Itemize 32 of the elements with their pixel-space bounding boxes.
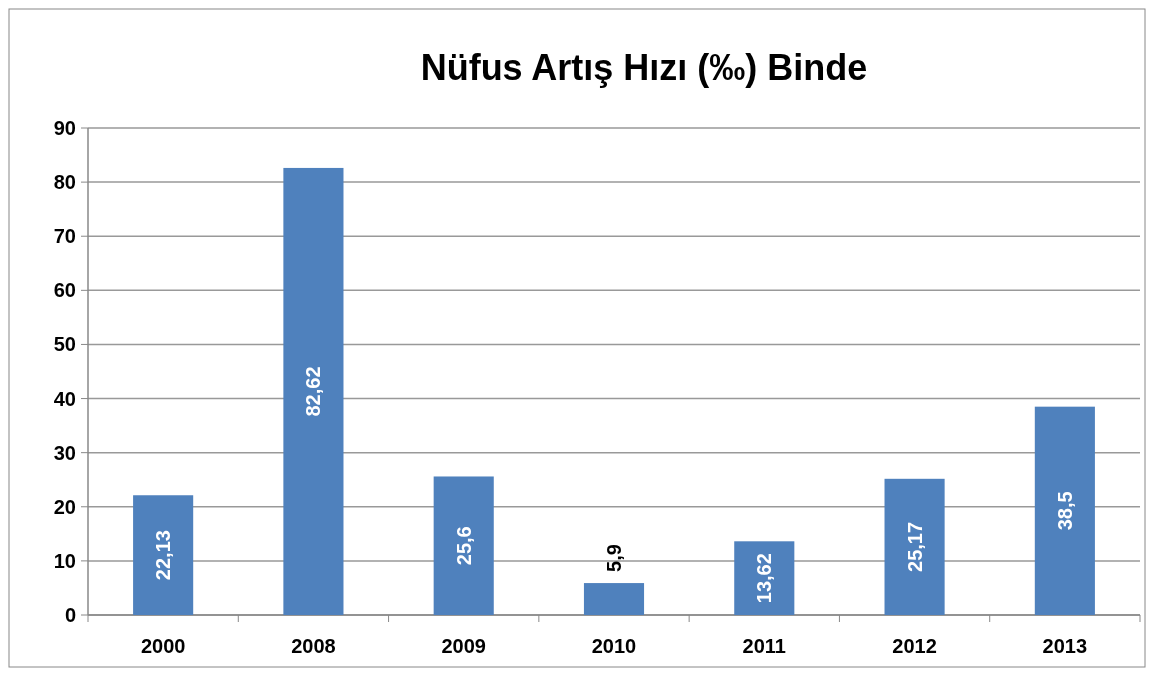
bar — [734, 541, 795, 615]
data-label: 25,6 — [452, 526, 475, 566]
bar — [283, 167, 344, 615]
y-tick-label: 40 — [53, 387, 76, 410]
y-tick-label: 20 — [53, 495, 76, 518]
x-tick-label: 2012 — [892, 635, 937, 657]
y-tick-label: 30 — [53, 441, 76, 464]
x-tick-label: 2011 — [742, 635, 786, 657]
y-tick-label: 0 — [64, 604, 76, 626]
data-label: 13,62 — [753, 553, 776, 604]
y-tick-label: 60 — [53, 279, 76, 302]
y-tick-label: 70 — [53, 225, 76, 248]
x-tick-label: 2008 — [291, 635, 336, 657]
x-tick-label: 2013 — [1042, 635, 1088, 657]
bar — [884, 478, 945, 615]
x-tick-label: 2009 — [441, 635, 486, 657]
bar — [433, 476, 494, 615]
y-tick-label: 80 — [53, 171, 76, 194]
chart-title: Nüfus Artış Hızı (‰) Binde — [420, 47, 868, 88]
x-tick-label: 2000 — [140, 635, 186, 657]
bar — [133, 495, 194, 615]
y-tick-label: 10 — [53, 549, 76, 572]
y-tick-label: 50 — [53, 333, 76, 356]
y-tick-label: 90 — [53, 117, 76, 139]
data-label: 38,5 — [1053, 491, 1076, 531]
data-label: 5,9 — [603, 544, 625, 572]
x-tick-label: 2010 — [591, 635, 637, 657]
data-label: 22,13 — [152, 530, 175, 581]
bar — [583, 583, 645, 615]
data-label: 82,62 — [302, 366, 325, 417]
bar — [1034, 406, 1095, 615]
data-label: 25,17 — [903, 521, 926, 572]
